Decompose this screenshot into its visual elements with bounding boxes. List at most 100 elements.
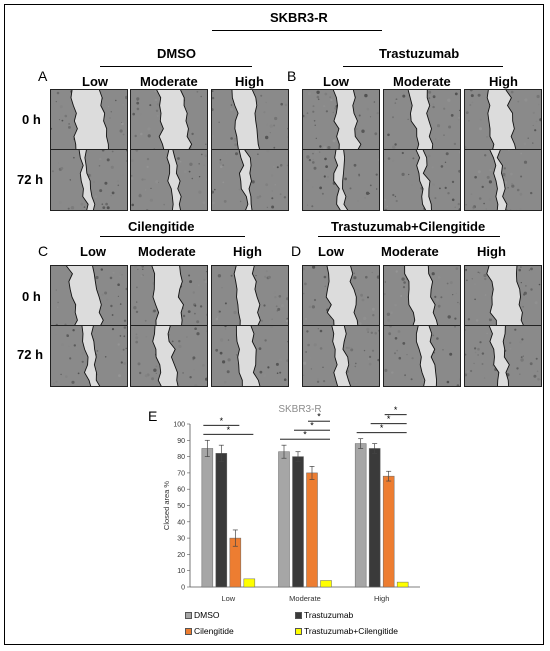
bar [243,578,256,588]
panel-d-treatment: Trastuzumab+Cilengitide [331,219,486,234]
chart-title: SKBR3-R [278,404,321,415]
panel-e-letter: E [148,408,158,424]
micrograph-a-0h-high [211,89,289,151]
panel-a-low-label: Low [82,74,108,89]
significance-star: * [380,423,384,433]
bar [368,448,381,588]
micrograph-d-72h-low [302,325,380,387]
panel-d-moderate-label: Moderate [381,244,439,259]
bar [201,448,214,588]
y-tick-label: 0 [181,585,185,592]
x-tick-label: Moderate [289,594,321,603]
bar [278,451,290,588]
bar [396,581,409,588]
panel-c-letter: C [38,243,49,259]
panel-c-high-label: High [233,244,262,259]
y-tick-label: 30 [177,536,185,543]
panel-c-treatment: Cilengitide [128,219,195,234]
panel-b-moderate-label: Moderate [393,74,451,89]
micrograph-a-0h-low [50,89,128,151]
significance-star: * [227,425,231,435]
panel-a-letter: A [38,68,48,84]
micrograph-b-72h-high [464,149,542,211]
figure-frame [4,4,544,645]
row-72h-top: 72 h [17,172,44,187]
panel-a-rule [100,66,252,67]
row-0h-top: 0 h [22,112,41,127]
y-tick-label: 20 [177,552,185,559]
micrograph-c-0h-moderate [130,265,208,327]
bar [292,456,304,588]
micrograph-a-72h-high [211,149,289,211]
significance-star: * [220,416,224,426]
micrograph-d-0h-low [302,265,380,327]
micrograph-d-72h-high [464,325,542,387]
row-72h-bottom: 72 h [17,347,44,362]
legend-label-trastuzumab: Trastuzumab [304,610,354,620]
x-tick-label: High [374,594,389,603]
micrograph-a-72h-low [50,149,128,211]
micrograph-b-72h-low [302,149,380,211]
panel-b-low-label: Low [323,74,349,89]
micrograph-c-0h-high [211,265,289,327]
significance-star: * [303,430,307,440]
micrograph-c-72h-high [211,325,289,387]
panel-b-treatment: Trastuzumab [379,46,460,61]
y-tick-label: 10 [177,568,185,575]
y-tick-label: 60 [177,487,185,494]
bar [320,580,332,588]
micrograph-d-72h-moderate [383,325,461,387]
micrograph-a-72h-moderate [130,149,208,211]
bar [215,453,228,588]
micrograph-b-0h-moderate [383,89,461,151]
legend-swatch-trastuzumab [295,612,302,619]
legend-label-dmso: DMSO [194,610,220,620]
legend-swatch-dmso [185,612,192,619]
panel-b-letter: B [287,68,297,84]
panel-d-rule [318,236,500,237]
panel-a-treatment: DMSO [157,46,196,61]
legend-label-combination: Trastuzumab+Cilengitide [304,626,398,636]
panel-a-high-label: High [235,74,264,89]
legend-swatch-combination [295,628,302,635]
significance-star: * [310,421,314,431]
bar [382,475,395,588]
micrograph-b-0h-high [464,89,542,151]
micrograph-b-72h-moderate [383,149,461,211]
legend-swatch-cilengitide [185,628,192,635]
micrograph-d-0h-high [464,265,542,327]
closed-area-bar-chart: SKBR3-R Closed area % 0 10 20 30 40 50 60 70 80 90 1… [162,404,420,603]
y-axis-label: Closed area % [162,481,171,531]
y-tick-label: 80 [177,454,185,461]
micrograph-a-0h-moderate [130,89,208,151]
micrograph-c-72h-moderate [130,325,208,387]
panel-c-moderate-label: Moderate [138,244,196,259]
legend-label-cilengitide: Cilengitide [194,626,234,636]
row-0h-bottom: 0 h [22,289,41,304]
y-tick-label: 40 [177,519,185,526]
panel-d-letter: D [291,243,302,259]
panel-c-low-label: Low [80,244,106,259]
panel-c-rule [100,236,245,237]
bar [354,443,367,588]
y-tick-label: 70 [177,470,185,477]
cell-line-rule [212,30,382,31]
significance-star: * [317,412,321,422]
micrograph-d-0h-moderate [383,265,461,327]
x-tick-label: Low [221,594,235,603]
panel-b-rule [343,66,503,67]
bar [306,472,318,588]
micrograph-c-72h-low [50,325,128,387]
panel-d-high-label: High [477,244,506,259]
micrograph-b-0h-low [302,89,380,151]
y-tick-label: 50 [177,503,185,510]
micrograph-c-0h-low [50,265,128,327]
y-tick-label: 100 [173,422,185,429]
panel-d-low-label: Low [318,244,344,259]
significance-star: * [387,414,391,424]
panel-b-high-label: High [489,74,518,89]
y-tick-label: 90 [177,438,185,445]
panel-a-moderate-label: Moderate [140,74,198,89]
cell-line-title: SKBR3-R [270,10,328,25]
significance-star: * [394,405,398,415]
